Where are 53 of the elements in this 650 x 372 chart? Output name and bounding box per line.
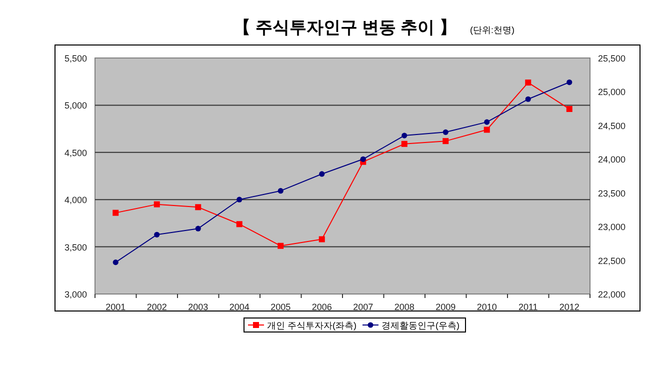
- x-tick-label: 2010: [476, 302, 497, 312]
- y2-tick-label: 23,500: [598, 188, 626, 198]
- x-tick-label: 2009: [436, 302, 456, 312]
- x-tick-label: 2001: [106, 302, 126, 312]
- point: [112, 210, 119, 216]
- point: [319, 171, 325, 177]
- point: [195, 204, 202, 210]
- y-tick-label: 5,000: [64, 100, 87, 111]
- y-tick-label: 3,500: [64, 242, 87, 252]
- point: [112, 260, 118, 266]
- point: [566, 106, 572, 112]
- point: [278, 188, 284, 194]
- point: [154, 201, 160, 208]
- point: [525, 80, 532, 86]
- point: [236, 196, 242, 202]
- legend-label: 경제활동인구(우측): [382, 320, 460, 330]
- y2-tick-label: 25,500: [598, 54, 626, 64]
- y2-tick-label: 24,000: [598, 154, 626, 165]
- y-tick-label: 3,000: [64, 290, 87, 300]
- point: [360, 156, 366, 162]
- point: [484, 126, 490, 133]
- y2-tick-label: 22,500: [598, 256, 626, 266]
- point: [525, 96, 531, 102]
- point: [154, 232, 160, 238]
- x-tick-label: 2003: [188, 302, 208, 312]
- y2-tick-label: 22,000: [598, 290, 626, 300]
- legend-label: 개인 주식투자자(좌측): [267, 320, 356, 330]
- y-tick-label: 5,500: [64, 54, 87, 64]
- chart-title: 【 주식투자인구 변동 추이 】: [234, 18, 456, 37]
- point: [195, 226, 201, 232]
- chart-subtitle: (단위:천명): [470, 25, 514, 35]
- y2-tick-label: 25,000: [598, 87, 626, 98]
- point: [442, 138, 449, 144]
- x-tick-label: 2007: [353, 302, 374, 312]
- x-tick-label: 2004: [229, 302, 250, 312]
- point: [278, 242, 284, 249]
- y2-tick-label: 24,500: [598, 120, 626, 131]
- point: [318, 236, 325, 242]
- point: [566, 79, 572, 86]
- x-tick-label: 2011: [518, 302, 538, 312]
- point: [442, 129, 448, 135]
- x-tick-label: 2005: [270, 302, 291, 312]
- x-tick-label: 2012: [559, 302, 580, 312]
- y2-tick-label: 23,000: [598, 222, 626, 232]
- point: [402, 132, 408, 138]
- x-tick-label: 2006: [312, 302, 332, 312]
- point: [401, 140, 408, 147]
- point: [236, 221, 242, 228]
- point: [484, 119, 490, 125]
- y-tick-label: 4,500: [64, 148, 87, 158]
- y-tick-label: 4,000: [64, 195, 87, 206]
- x-tick-label: 2008: [394, 302, 414, 312]
- x-tick-label: 2002: [146, 302, 167, 312]
